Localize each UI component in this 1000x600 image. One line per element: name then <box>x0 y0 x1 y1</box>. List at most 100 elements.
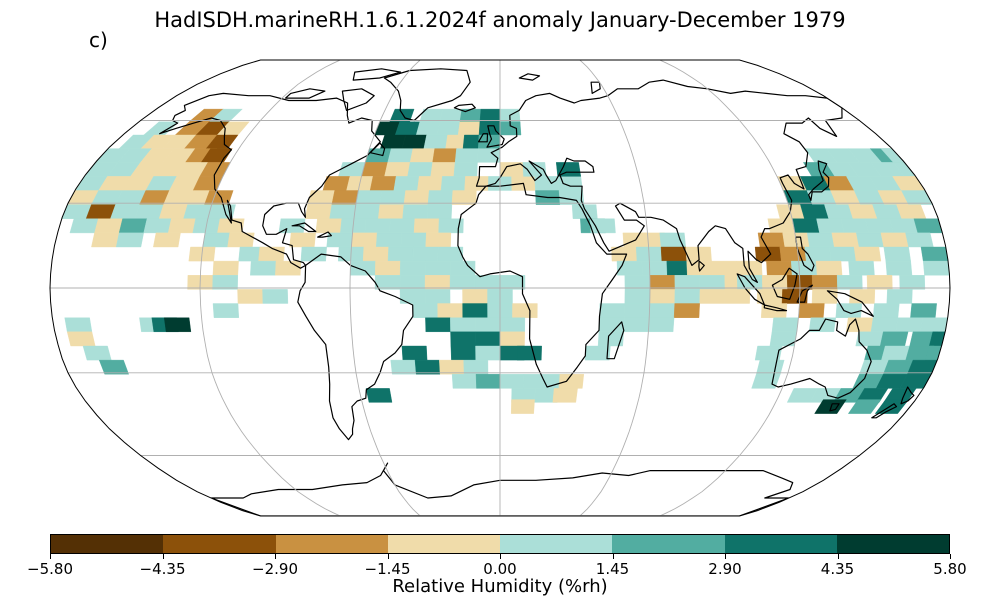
anomaly-cell <box>432 148 457 163</box>
anomaly-cell <box>910 303 937 318</box>
coastline <box>590 81 601 94</box>
anomaly-cell <box>879 331 909 347</box>
anomaly-cell <box>399 275 426 290</box>
anomaly-cell <box>462 289 488 304</box>
anomaly-cell <box>413 218 440 234</box>
anomaly-cell <box>118 218 148 234</box>
anomaly-cell <box>599 303 626 318</box>
anomaly-cell <box>855 331 884 347</box>
anomaly-cell <box>589 218 616 234</box>
anomaly-cell <box>212 303 240 318</box>
anomaly-cell <box>798 303 825 318</box>
anomaly-cell <box>674 275 701 290</box>
anomaly-cell <box>412 303 439 318</box>
anomaly-cell <box>791 218 820 234</box>
anomaly-cell <box>275 260 302 276</box>
coastline <box>352 68 402 81</box>
anomaly-cell <box>475 374 501 389</box>
anomaly-cell <box>374 260 401 276</box>
anomaly-cell <box>649 289 676 304</box>
anomaly-cell <box>407 162 433 177</box>
coastline <box>808 160 830 201</box>
anomaly-cell <box>571 204 598 219</box>
anomaly-cell <box>474 275 501 290</box>
anomaly-cell <box>816 218 845 234</box>
anomaly-cell <box>895 317 924 332</box>
coastline <box>698 260 705 272</box>
anomaly-cell <box>913 218 943 234</box>
anomaly-cell <box>390 359 417 375</box>
anomaly-cell <box>250 260 277 276</box>
anomaly-cell <box>880 232 909 248</box>
colorbar-segment <box>275 535 388 553</box>
graticule-line <box>349 60 421 516</box>
colorbar-segment <box>51 535 164 553</box>
anomaly-cell <box>840 218 869 234</box>
anomaly-cell <box>649 275 676 290</box>
coastline <box>453 103 476 113</box>
anomaly-cell <box>427 190 454 205</box>
anomaly-cell <box>374 275 401 290</box>
colorbar-tick-mark <box>50 554 51 559</box>
anomaly-cell <box>766 260 793 276</box>
anomaly-cell <box>402 204 429 219</box>
anomaly-cell <box>883 246 911 262</box>
coastline <box>478 133 489 143</box>
anomaly-cell <box>475 345 501 361</box>
anomaly-cell <box>380 134 406 149</box>
anomaly-cell <box>369 176 397 191</box>
anomaly-cell <box>474 317 501 332</box>
anomaly-cell <box>329 204 357 219</box>
anomaly-cell <box>451 190 477 205</box>
coastline <box>771 267 798 300</box>
coastline <box>900 386 915 405</box>
anomaly-cell <box>425 232 452 248</box>
coastline <box>763 304 788 312</box>
anomaly-cell <box>399 289 426 304</box>
anomaly-cell <box>454 148 479 163</box>
anomaly-cell <box>401 134 427 149</box>
anomaly-cell <box>66 331 96 347</box>
anomaly-cell <box>769 331 798 347</box>
anomaly-cell <box>648 303 675 318</box>
anomaly-cell <box>387 148 414 163</box>
anomaly-cell <box>450 345 476 361</box>
anomaly-cell <box>437 303 463 318</box>
anomaly-cell <box>400 232 427 248</box>
anomaly-cell <box>375 232 402 248</box>
anomaly-cell <box>237 289 264 304</box>
coastline <box>383 68 471 122</box>
anomaly-cell <box>849 289 876 304</box>
colorbar-tick-mark <box>162 554 164 559</box>
anomaly-cell <box>673 303 700 318</box>
colorbar-tick-mark <box>387 554 389 559</box>
anomaly-cell <box>331 190 359 205</box>
anomaly-cell <box>351 232 378 248</box>
coastline <box>317 231 332 238</box>
anomaly-cell <box>724 289 751 304</box>
anomaly-cell <box>804 246 832 262</box>
colorbar-tick-mark <box>500 554 501 559</box>
anomaly-cell <box>153 232 181 248</box>
coastline <box>826 290 874 317</box>
anomaly-cell <box>623 317 650 332</box>
coastline <box>475 79 843 283</box>
anomaly-cell <box>660 246 687 262</box>
anomaly-cell <box>864 218 894 234</box>
anomaly-cell <box>829 246 857 262</box>
anomaly-cell <box>143 218 172 234</box>
anomaly-cell <box>451 374 477 389</box>
coastline <box>771 318 872 399</box>
anomaly-cell <box>856 232 885 248</box>
anomaly-cell <box>412 246 439 262</box>
anomaly-cell <box>624 303 650 318</box>
anomaly-cell <box>815 260 843 276</box>
anomaly-cell <box>438 218 464 234</box>
colorbar-tick-label: −4.35 <box>139 560 186 578</box>
anomaly-cell <box>82 345 112 361</box>
robinson-map <box>49 59 951 517</box>
anomaly-cell <box>183 204 212 219</box>
anomaly-cell <box>674 289 701 304</box>
coastline <box>341 88 375 111</box>
colorbar-tick-label: 2.90 <box>708 560 742 578</box>
